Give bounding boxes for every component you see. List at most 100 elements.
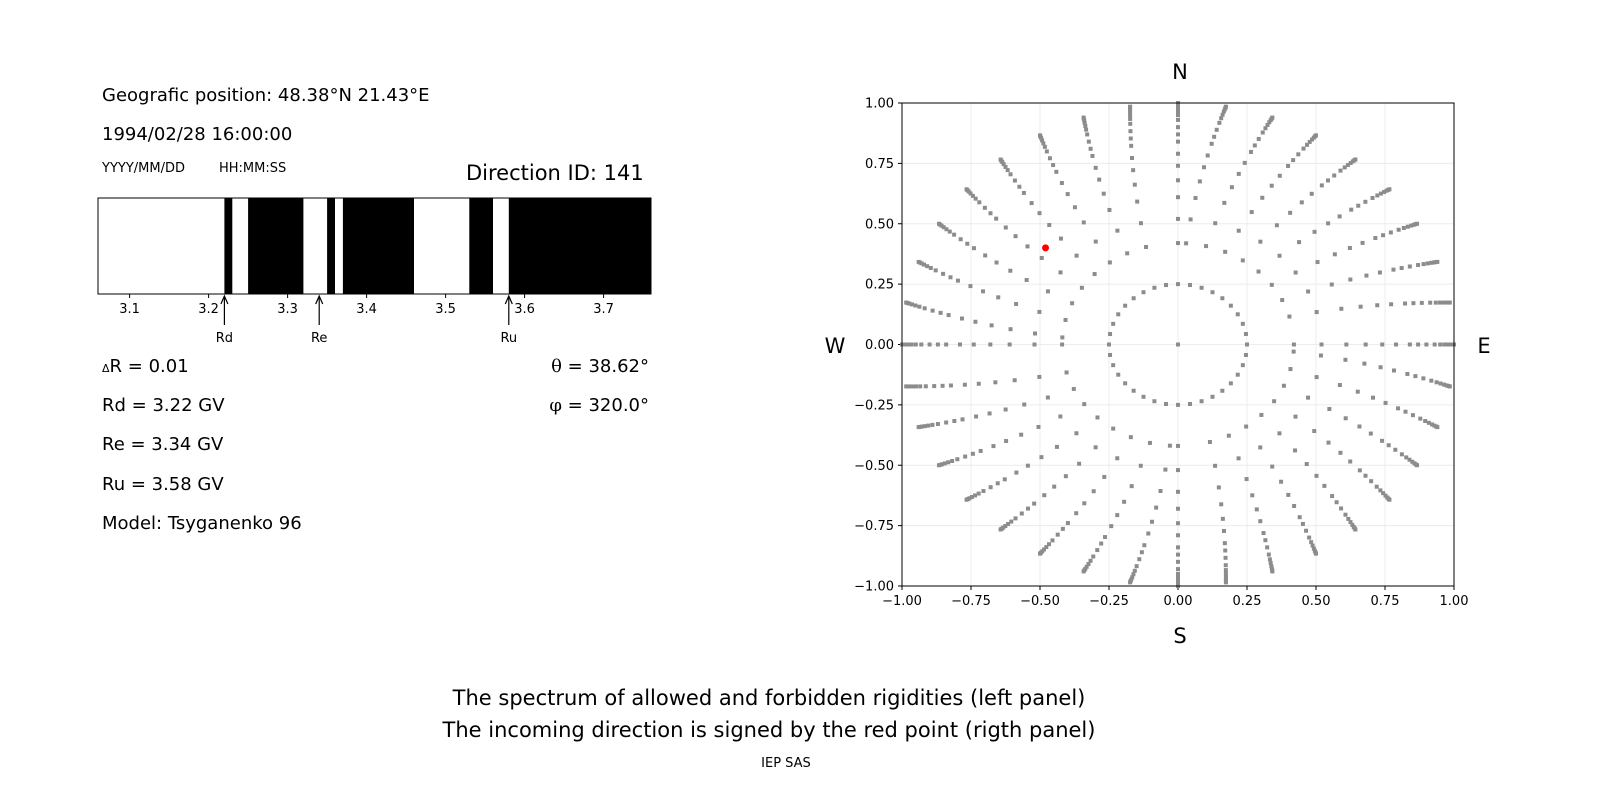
grid-point [1240,363,1245,368]
grid-point [1297,240,1302,245]
annotation-label-rd: Rd [216,331,233,346]
grid-point [1407,457,1412,462]
time-format-label: HH:MM:SS [219,161,287,176]
grid-point [1258,519,1263,524]
grid-point [1319,183,1324,188]
grid-point [1269,183,1274,188]
grid-point [1012,178,1017,183]
grid-point [1356,203,1361,208]
grid-point [1038,551,1042,556]
grid-point [1288,210,1293,215]
grid-point [1364,273,1369,278]
grid-point [910,384,915,389]
grid-point [1085,132,1090,137]
grid-point [1382,189,1387,194]
grid-point [1292,503,1297,508]
grid-point [1131,168,1136,173]
grid-point [1332,173,1337,178]
grid-point [988,342,993,347]
grid-point [1074,431,1079,436]
grid-point [1447,300,1452,305]
grid-point [927,342,932,347]
grid-point [1293,270,1298,275]
grid-point [1111,321,1116,326]
grid-point [1207,440,1212,445]
grid-point [1123,303,1128,308]
grid-point [1430,422,1435,427]
grid-point [1387,187,1392,192]
grid-point [1046,542,1051,547]
phi-value: φ = 320.0° [549,397,649,415]
grid-point [1128,110,1133,115]
grid-point [1081,569,1086,574]
grid-point [1223,548,1228,553]
grid-point [1197,179,1202,184]
grid-point [922,306,927,311]
grid-point [1187,401,1192,406]
grid-point [1111,426,1116,431]
grid-point [1309,540,1314,545]
grid-point [1111,363,1116,368]
grid-point [1101,191,1106,196]
grid-point [1236,228,1241,233]
grid-point [936,463,941,468]
grid-point [1090,153,1095,158]
grid-point [1088,558,1093,563]
grid-point [1343,357,1348,362]
y-tick-label: 0.75 [865,157,894,172]
grid-point [1293,414,1298,419]
grid-point [1193,195,1198,200]
grid-point [1128,104,1133,109]
grid-point [1109,524,1114,529]
grid-point [1134,564,1139,569]
grid-point [1265,545,1270,550]
grid-point [1042,493,1047,498]
grid-point [1093,239,1098,244]
grid-point [1266,552,1271,557]
grid-point [1055,532,1060,537]
grid-point [1115,513,1120,518]
grid-point [1380,438,1385,443]
grid-point [1222,541,1227,546]
grid-point [1437,300,1442,305]
grid-point [1176,178,1180,183]
grid-point [1164,283,1169,288]
grid-point [1425,261,1430,266]
grid-point [1314,551,1318,556]
grid-point [1381,233,1386,238]
grid-point [1399,266,1404,271]
grid-point [1176,195,1180,200]
grid-point [1429,260,1434,265]
grid-point [1128,113,1133,118]
grid-point [1343,512,1348,517]
grid-point [1305,142,1310,147]
grid-point [1091,554,1096,559]
grid-point [1152,285,1157,290]
grid-point [950,459,955,464]
grid-point [1213,463,1218,468]
grid-point [1277,173,1282,178]
grid-point [1381,491,1386,496]
grid-point [1220,516,1225,521]
grid-point [1244,477,1249,482]
x-tick-label: −0.50 [1020,594,1060,609]
grid-point [1086,561,1091,566]
grid-point [1418,416,1423,421]
grid-point [1060,335,1065,340]
grid-point [1184,241,1189,246]
grid-point [1347,245,1352,250]
grid-point [1287,314,1292,319]
grid-point [1370,395,1375,400]
grid-point [1123,381,1128,386]
grid-point [1245,342,1249,347]
grid-point [1353,527,1358,532]
grid-point [1037,309,1042,314]
grid-point [1003,225,1008,230]
grid-point [1125,251,1130,256]
grid-point [1205,153,1210,158]
grid-point [1269,564,1274,569]
grid-point [1137,557,1142,562]
grid-point [1394,342,1399,347]
annotation-label-ru: Ru [500,331,517,346]
grid-point [1176,113,1180,118]
